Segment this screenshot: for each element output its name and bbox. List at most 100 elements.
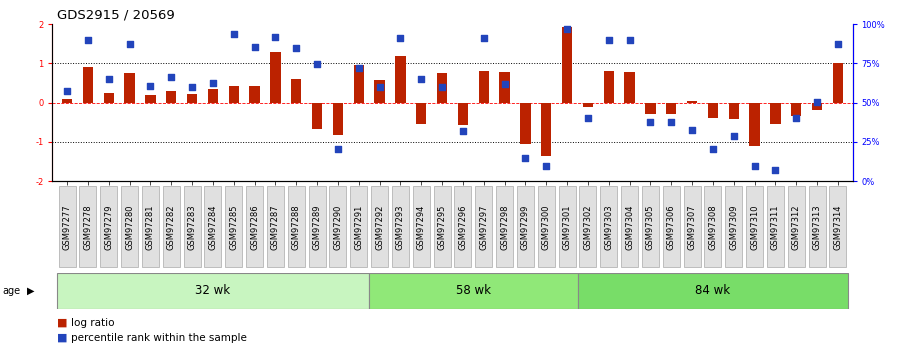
Text: GSM97308: GSM97308 xyxy=(709,204,718,250)
Bar xyxy=(375,80,385,103)
Point xyxy=(60,88,74,93)
Point xyxy=(414,76,428,82)
Point xyxy=(310,61,324,67)
Bar xyxy=(770,103,781,124)
Bar xyxy=(479,71,489,103)
Text: GSM97306: GSM97306 xyxy=(667,204,676,250)
Point xyxy=(498,81,512,87)
FancyBboxPatch shape xyxy=(371,186,388,267)
FancyBboxPatch shape xyxy=(267,186,284,267)
Point xyxy=(268,34,282,39)
Point xyxy=(205,80,220,86)
Text: GSM97283: GSM97283 xyxy=(187,204,196,250)
Point xyxy=(101,76,116,82)
Point xyxy=(664,119,679,125)
FancyBboxPatch shape xyxy=(433,186,451,267)
Point xyxy=(727,133,741,139)
Text: GSM97300: GSM97300 xyxy=(542,204,551,249)
Point xyxy=(247,44,262,50)
Text: GSM97291: GSM97291 xyxy=(354,204,363,249)
Point xyxy=(122,41,137,47)
FancyBboxPatch shape xyxy=(288,186,305,267)
FancyBboxPatch shape xyxy=(225,186,243,267)
Point xyxy=(226,31,241,37)
Text: GSM97303: GSM97303 xyxy=(605,204,614,250)
FancyBboxPatch shape xyxy=(600,186,617,267)
FancyBboxPatch shape xyxy=(579,186,596,267)
Bar xyxy=(791,103,802,116)
FancyBboxPatch shape xyxy=(309,186,326,267)
Point xyxy=(560,26,575,32)
Bar xyxy=(395,56,405,103)
Text: GSM97279: GSM97279 xyxy=(104,204,113,249)
Text: GSM97297: GSM97297 xyxy=(480,204,489,249)
FancyBboxPatch shape xyxy=(496,186,513,267)
Text: GSM97305: GSM97305 xyxy=(646,204,655,249)
Point xyxy=(289,46,303,51)
Bar xyxy=(583,103,593,107)
Point xyxy=(643,119,658,125)
Text: GSM97311: GSM97311 xyxy=(771,204,780,249)
Bar xyxy=(666,103,676,115)
Bar xyxy=(369,273,577,309)
Point xyxy=(539,164,554,169)
FancyBboxPatch shape xyxy=(767,186,784,267)
Text: GSM97296: GSM97296 xyxy=(459,204,467,249)
Text: GSM97312: GSM97312 xyxy=(792,204,801,249)
Point xyxy=(81,37,95,43)
Text: GSM97287: GSM97287 xyxy=(271,204,280,250)
Text: ■: ■ xyxy=(57,333,68,343)
Text: GSM97307: GSM97307 xyxy=(688,204,697,250)
Text: GSM97301: GSM97301 xyxy=(563,204,572,249)
Point xyxy=(768,167,783,173)
Point xyxy=(519,155,533,160)
Bar xyxy=(458,103,468,125)
FancyBboxPatch shape xyxy=(704,186,721,267)
FancyBboxPatch shape xyxy=(642,186,659,267)
FancyBboxPatch shape xyxy=(142,186,159,267)
Bar xyxy=(62,99,72,103)
Bar xyxy=(354,65,364,103)
Text: 84 wk: 84 wk xyxy=(695,284,730,297)
Point xyxy=(623,37,637,43)
Text: GSM97284: GSM97284 xyxy=(208,204,217,249)
Point xyxy=(351,65,366,71)
Bar xyxy=(500,72,510,103)
Bar xyxy=(416,103,426,124)
FancyBboxPatch shape xyxy=(184,186,201,267)
Text: log ratio: log ratio xyxy=(71,318,115,327)
Text: GSM97294: GSM97294 xyxy=(416,204,425,249)
Bar xyxy=(645,103,655,114)
Text: GDS2915 / 20569: GDS2915 / 20569 xyxy=(57,9,175,22)
Bar xyxy=(624,72,634,103)
FancyBboxPatch shape xyxy=(246,186,263,267)
Text: GSM97310: GSM97310 xyxy=(750,204,759,249)
Text: GSM97302: GSM97302 xyxy=(584,204,593,249)
Text: GSM97288: GSM97288 xyxy=(291,204,300,250)
FancyBboxPatch shape xyxy=(746,186,763,267)
Bar xyxy=(577,273,848,309)
Bar xyxy=(271,52,281,103)
Bar xyxy=(708,103,719,118)
Text: GSM97309: GSM97309 xyxy=(729,204,738,249)
Point xyxy=(434,84,449,90)
FancyBboxPatch shape xyxy=(163,186,180,267)
Bar xyxy=(291,79,301,103)
FancyBboxPatch shape xyxy=(80,186,97,267)
Bar xyxy=(562,27,572,103)
Point xyxy=(685,127,700,133)
FancyBboxPatch shape xyxy=(621,186,638,267)
Text: percentile rank within the sample: percentile rank within the sample xyxy=(71,333,247,343)
Text: 32 wk: 32 wk xyxy=(195,284,231,297)
FancyBboxPatch shape xyxy=(413,186,430,267)
Text: GSM97285: GSM97285 xyxy=(229,204,238,249)
FancyBboxPatch shape xyxy=(454,186,472,267)
Text: GSM97304: GSM97304 xyxy=(625,204,634,249)
Bar xyxy=(57,273,369,309)
Bar xyxy=(229,86,239,103)
Text: GSM97286: GSM97286 xyxy=(250,204,259,250)
Point xyxy=(185,84,199,90)
Text: GSM97278: GSM97278 xyxy=(83,204,92,250)
Bar xyxy=(749,103,760,146)
FancyBboxPatch shape xyxy=(350,186,367,267)
